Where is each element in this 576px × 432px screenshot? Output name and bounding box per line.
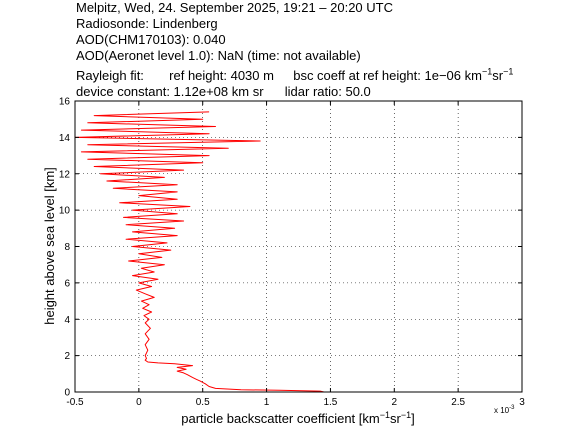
- y-tick-label: 2: [64, 351, 70, 362]
- grid: [75, 101, 522, 392]
- y-tick-label: 14: [59, 133, 71, 144]
- device-constant: device constant: 1.12e+08 km sr: [76, 84, 264, 99]
- y-tick-label: 12: [59, 169, 71, 180]
- y-tick-label: 10: [59, 206, 71, 217]
- ref-height: ref height: 4030 m: [169, 68, 274, 83]
- title-location-time: Melpitz, Wed, 24. September 2025, 19:21 …: [76, 0, 393, 15]
- y-tick-label: 0: [64, 388, 70, 399]
- x-tick-label: 2: [392, 397, 398, 408]
- x-tick-label: 3: [519, 397, 525, 408]
- x-tick-label: -0.5: [66, 397, 84, 408]
- y-tick-label: 4: [64, 315, 70, 326]
- lidar-ratio: lidar ratio: 50.0: [284, 84, 371, 99]
- y-axis-label: height above sea level [km]: [42, 167, 57, 325]
- x-tick-label: 0.5: [196, 397, 210, 408]
- series-layer: [74, 111, 325, 393]
- rayleigh-fit-line: Rayleigh fit: ref height: 4030 m bsc coe…: [76, 66, 514, 83]
- plot-frame: [74, 100, 523, 393]
- y-tick-label: 6: [64, 278, 70, 289]
- aod-chm-info: AOD(CHM170103): 0.040: [76, 32, 226, 47]
- backscatter-profile-line: [74, 111, 325, 393]
- x-tick-label: 2.5: [451, 397, 465, 408]
- x-multiplier: x 10-3: [494, 405, 515, 415]
- x-tick-label: 1.5: [323, 397, 337, 408]
- y-tick-label: 8: [64, 242, 70, 253]
- y-tick-label: 16: [59, 97, 71, 108]
- radiosonde-info: Radiosonde: Lindenberg: [76, 16, 218, 31]
- x-tick-label: 1: [264, 397, 270, 408]
- rayleigh-fit-label: Rayleigh fit:: [76, 68, 144, 83]
- ticks: [74, 100, 523, 393]
- device-constant-line: device constant: 1.12e+08 km sr lidar ra…: [76, 84, 371, 99]
- aod-aeronet-info: AOD(Aeronet level 1.0): NaN (time: not a…: [76, 48, 361, 63]
- bsc-coeff: bsc coeff at ref height: 1e−06 km−1sr−1: [293, 66, 514, 83]
- x-tick-label: 0: [136, 397, 142, 408]
- x-axis-label: particle backscatter coefficient [km−1sr…: [181, 410, 414, 426]
